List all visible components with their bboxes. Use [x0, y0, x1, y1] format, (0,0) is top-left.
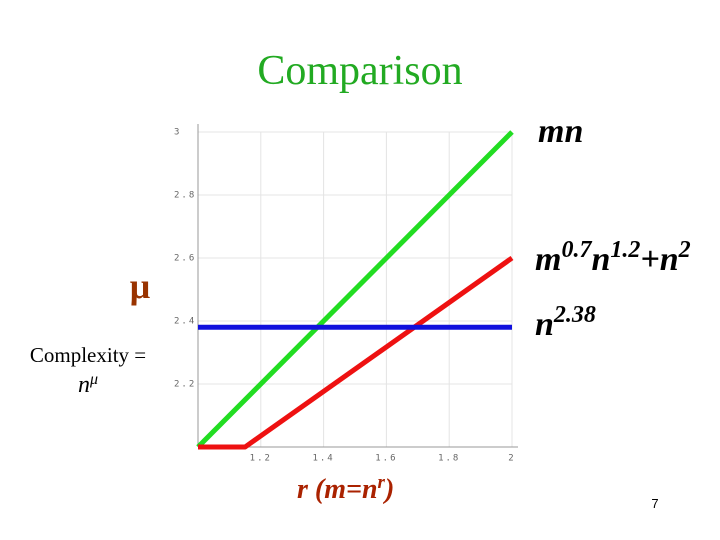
text-part: mn	[538, 113, 583, 150]
superscript: 1.2	[610, 237, 640, 263]
superscript: 0.7	[561, 237, 592, 263]
chart-title: Comparison	[257, 48, 462, 94]
y-tick-label: 3	[174, 128, 181, 138]
x-tick-label: 2	[508, 454, 515, 464]
plot: 2.2 2.4 2.6 2.8 3 1.2 1.4 1.6 1.8 2	[174, 124, 518, 464]
series-line	[196, 130, 514, 449]
superscript: r	[378, 472, 386, 493]
text-part: m	[535, 241, 561, 278]
superscript: μ	[89, 371, 98, 388]
series-line	[198, 255, 514, 450]
text-part: )	[382, 474, 394, 505]
series-label: n2.38	[535, 302, 596, 343]
text-part: n	[78, 372, 90, 398]
x-axis-label: r (m=nr)	[297, 472, 394, 506]
text-part: n	[591, 241, 610, 278]
y-tick-label: 2.4	[174, 317, 196, 327]
y-tick-label: 2.6	[174, 254, 196, 264]
y-tick-label: 2.8	[174, 191, 196, 201]
y-axis-label: μ	[130, 266, 150, 306]
text-part: n	[535, 306, 554, 343]
y-note: Complexity =	[30, 343, 146, 367]
text-part: r (m=n	[297, 474, 378, 505]
superscript: 2	[678, 237, 691, 263]
superscript: 2.38	[553, 302, 596, 328]
text-part: +n	[640, 241, 678, 278]
y-tick-label: 2.2	[174, 380, 196, 390]
y-note-formula: nμ	[78, 371, 98, 399]
x-tick-label: 1.2	[250, 454, 272, 464]
x-tick-label: 1.8	[438, 454, 460, 464]
page-number: 7	[651, 496, 658, 511]
x-tick-label: 1.4	[312, 454, 334, 464]
series-label: mn	[538, 113, 583, 150]
x-tick-label: 1.6	[375, 454, 397, 464]
series-label: m0.7n1.2+n2	[535, 237, 691, 278]
